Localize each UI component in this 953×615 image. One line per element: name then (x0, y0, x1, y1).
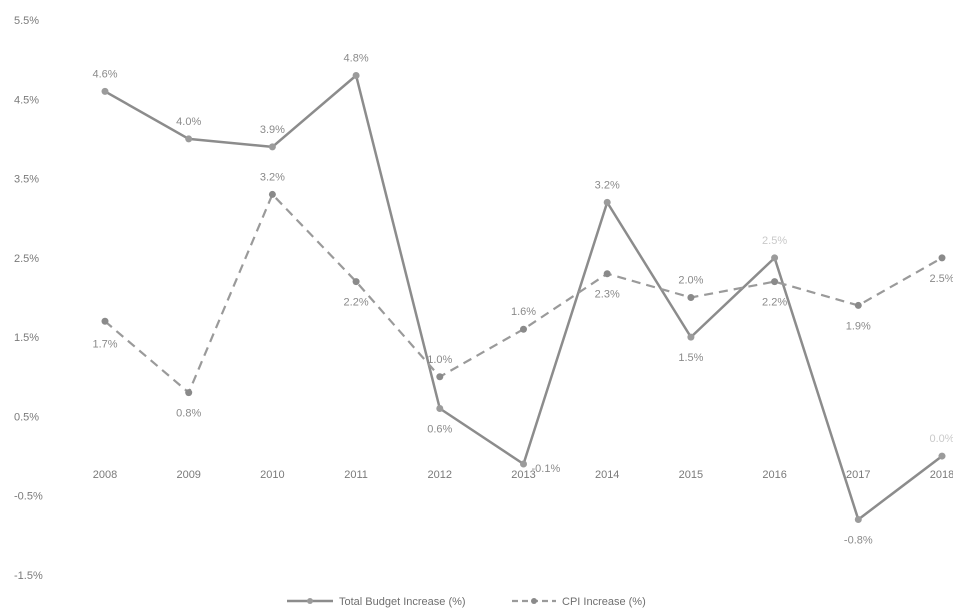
y-tick-label: 2.5% (14, 253, 39, 265)
cpi-data-label: 1.0% (427, 354, 452, 366)
budget-data-label: 2.5% (762, 235, 787, 247)
budget-series-line (104, 74, 943, 521)
legend-cpi-marker-icon (531, 598, 537, 604)
cpi-data-point (603, 270, 611, 278)
budget-data-label: 4.0% (176, 116, 201, 128)
legend-budget-marker-icon (307, 598, 313, 604)
budget-data-label: 0.6% (427, 424, 452, 436)
y-tick-label: 5.5% (14, 15, 39, 27)
budget-data-point (520, 460, 527, 468)
legend-cpi-label: CPI Increase (%) (562, 596, 646, 608)
budget-data-label: -0.8% (844, 535, 873, 547)
x-tick-label: 2011 (344, 469, 368, 481)
budget-data-label: 3.2% (595, 179, 620, 191)
y-tick-label: 0.5% (14, 411, 39, 423)
cpi-data-label: 1.6% (511, 306, 536, 318)
cpi-data-label: 0.8% (176, 408, 201, 420)
budget-data-point (687, 333, 695, 341)
cpi-data-point (101, 317, 109, 325)
cpi-data-point (771, 278, 779, 286)
budget-data-point (603, 198, 611, 206)
x-axis: 2008 2009 2010 2011 2012 2013 2014 2015 2016 2017… (93, 469, 953, 481)
y-tick-label: 3.5% (14, 174, 39, 186)
y-tick-label: 1.5% (14, 332, 39, 344)
legend-budget-label: Total Budget Increase (%) (339, 596, 466, 608)
cpi-data-point (185, 389, 193, 397)
cpi-data-point (520, 325, 527, 333)
x-tick-label: 2016 (762, 469, 786, 481)
cpi-data-point (938, 254, 946, 262)
cpi-data-label: 2.2% (344, 297, 369, 309)
cpi-data-label: 2.2% (762, 297, 787, 309)
cpi-data-point (687, 294, 695, 301)
budget-data-label: 1.5% (678, 352, 703, 364)
budget-data-point (771, 254, 779, 262)
cpi-data-point (436, 373, 444, 381)
y-tick-label: -0.5% (14, 491, 43, 503)
x-tick-label: 2014 (595, 469, 619, 481)
budget-data-label: -0.1% (532, 463, 561, 475)
y-axis: -1.5% -0.5% 0.5% 1.5% 2.5% 3.5% 4.5% 5.5% (14, 15, 43, 582)
x-tick-label: 2017 (846, 469, 870, 481)
y-tick-label: 4.5% (14, 94, 39, 106)
x-tick-label: 2015 (679, 469, 703, 481)
x-tick-label: 2008 (93, 469, 117, 481)
budget-data-label: 3.9% (260, 124, 285, 136)
x-tick-label: 2010 (260, 469, 284, 481)
budget-data-label: 4.6% (92, 68, 117, 80)
budget-data-point (185, 135, 193, 143)
cpi-data-label: 1.9% (846, 320, 871, 332)
cpi-data-label: 2.3% (595, 289, 620, 301)
budget-data-label: 0.0% (929, 433, 953, 445)
cpi-data-point (268, 190, 276, 198)
data-labels: 4.6% 4.0% 3.9% 4.8% 0.6% -0.1% 3.2% 1.5% 2.5% -0.… (92, 53, 953, 547)
cpi-data-label: 2.5% (929, 273, 953, 285)
budget-data-point (938, 452, 946, 460)
cpi-data-point (854, 301, 862, 309)
x-tick-label: 2012 (428, 469, 452, 481)
x-tick-label: 2013 (511, 469, 535, 481)
budget-data-point (854, 516, 862, 523)
budget-data-point (101, 87, 109, 95)
y-tick-label: -1.5% (14, 570, 43, 582)
cpi-series-line (104, 193, 943, 394)
cpi-data-point (352, 278, 360, 286)
budget-data-point (436, 405, 444, 412)
legend: Total Budget Increase (%) CPI Increase (%… (287, 596, 646, 608)
series-layer (101, 72, 946, 523)
budget-data-point (268, 143, 276, 151)
budget-data-point (352, 72, 360, 79)
budget-data-label: 4.8% (344, 53, 369, 65)
cpi-data-label: 1.7% (92, 338, 117, 350)
cpi-data-label: 2.0% (678, 275, 703, 287)
x-tick-label: 2018 (930, 469, 953, 481)
x-tick-label: 2009 (176, 469, 200, 481)
cpi-data-label: 3.2% (260, 171, 285, 183)
